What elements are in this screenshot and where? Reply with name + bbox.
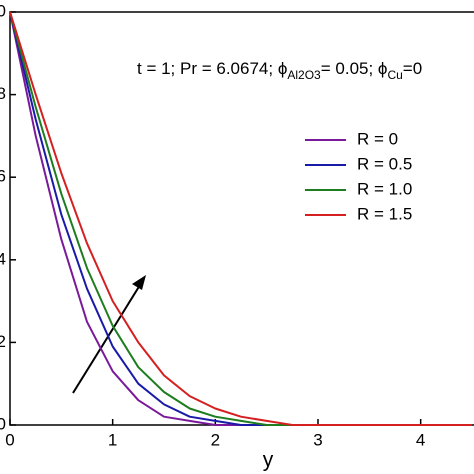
y-tick-label: 0.8 xyxy=(0,84,6,103)
y-tick-label: 0.2 xyxy=(0,332,6,351)
legend-label: R = 1.5 xyxy=(357,204,412,223)
arrow xyxy=(72,275,146,394)
series-line xyxy=(9,11,472,426)
annotation-part: 2 xyxy=(298,68,305,82)
annotation-part: =0 xyxy=(403,59,422,78)
annotation-part: Al xyxy=(287,68,298,82)
x-tick-label: 1 xyxy=(108,430,117,449)
annotation-part: t = 1; Pr = 6.0674; ϕ xyxy=(137,59,287,78)
x-tick-label: 3 xyxy=(313,430,322,449)
legend-label: R = 0 xyxy=(357,129,398,148)
annotation-part: O xyxy=(305,68,314,82)
x-axis-label: y xyxy=(263,449,274,472)
annotation: t = 1; Pr = 6.0674; ϕAl2O3= 0.05; ϕCu=0 xyxy=(137,59,422,82)
y-tick-label: 0.0 xyxy=(0,414,6,433)
y-tick-label: 0.4 xyxy=(0,249,6,268)
y-tick-label: 1.0 xyxy=(0,1,6,20)
x-tick-label: 2 xyxy=(211,430,220,449)
annotation-part: 3 xyxy=(314,68,321,82)
annotation-part: Cu xyxy=(387,68,402,82)
annotation-part: = 0.05; ϕ xyxy=(321,59,388,78)
x-tick-label: 0 xyxy=(5,430,14,449)
legend-label: R = 0.5 xyxy=(357,154,412,173)
y-tick-label: 0.6 xyxy=(0,167,6,186)
x-tick-label: 4 xyxy=(416,430,425,449)
legend-label: R = 1.0 xyxy=(357,179,412,198)
